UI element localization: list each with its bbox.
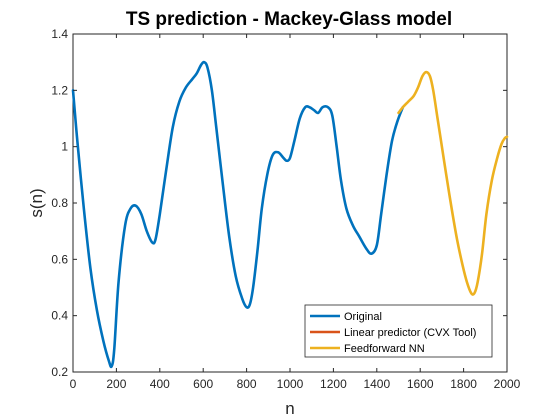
series-layer	[71, 60, 509, 369]
y-tick-label: 0.8	[51, 196, 68, 210]
y-tick-label: 1.2	[51, 83, 68, 97]
x-tick-label: 1800	[450, 377, 477, 391]
legend-label-0: Original	[344, 311, 382, 323]
x-tick-label: 800	[237, 377, 257, 391]
x-tick-label: 1600	[407, 377, 434, 391]
x-tick-label: 600	[193, 377, 213, 391]
y-tick-label: 1	[61, 140, 68, 154]
legend-label-1: Linear predictor (CVX Tool)	[344, 327, 476, 339]
chart-title: TS prediction - Mackey-Glass model	[126, 9, 452, 30]
x-tick-label: 200	[106, 377, 126, 391]
legend-label-2: Feedforward NN	[344, 343, 425, 355]
x-tick-label: 1000	[277, 377, 304, 391]
legend: Original Linear predictor (CVX Tool) Feedf…	[304, 304, 493, 358]
legend-entries: Original Linear predictor (CVX Tool) Feedf…	[310, 311, 476, 355]
x-tick-label: 400	[150, 377, 170, 391]
x-axis-label: n	[285, 399, 294, 418]
series-line-2	[397, 70, 509, 296]
y-tick-label: 0.2	[51, 365, 68, 379]
x-tick-label: 1400	[363, 377, 390, 391]
series-line-0	[71, 60, 405, 369]
y-tick-label: 0.6	[51, 252, 68, 266]
y-axis-label: s(n)	[27, 188, 46, 217]
x-tick-label: 1200	[320, 377, 347, 391]
x-tick-label: 2000	[494, 377, 521, 391]
y-tick-label: 1.4	[51, 27, 68, 41]
ticks-layer: 0 200 400 600 800 1000 1200 1400 1600 1800 2000 0.2…	[51, 27, 520, 391]
plot-area: 0 200 400 600 800 1000 1200 1400 1600 1800 2000 0.2…	[51, 27, 520, 391]
x-tick-label: 0	[70, 377, 77, 391]
y-tick-label: 0.4	[51, 309, 68, 323]
